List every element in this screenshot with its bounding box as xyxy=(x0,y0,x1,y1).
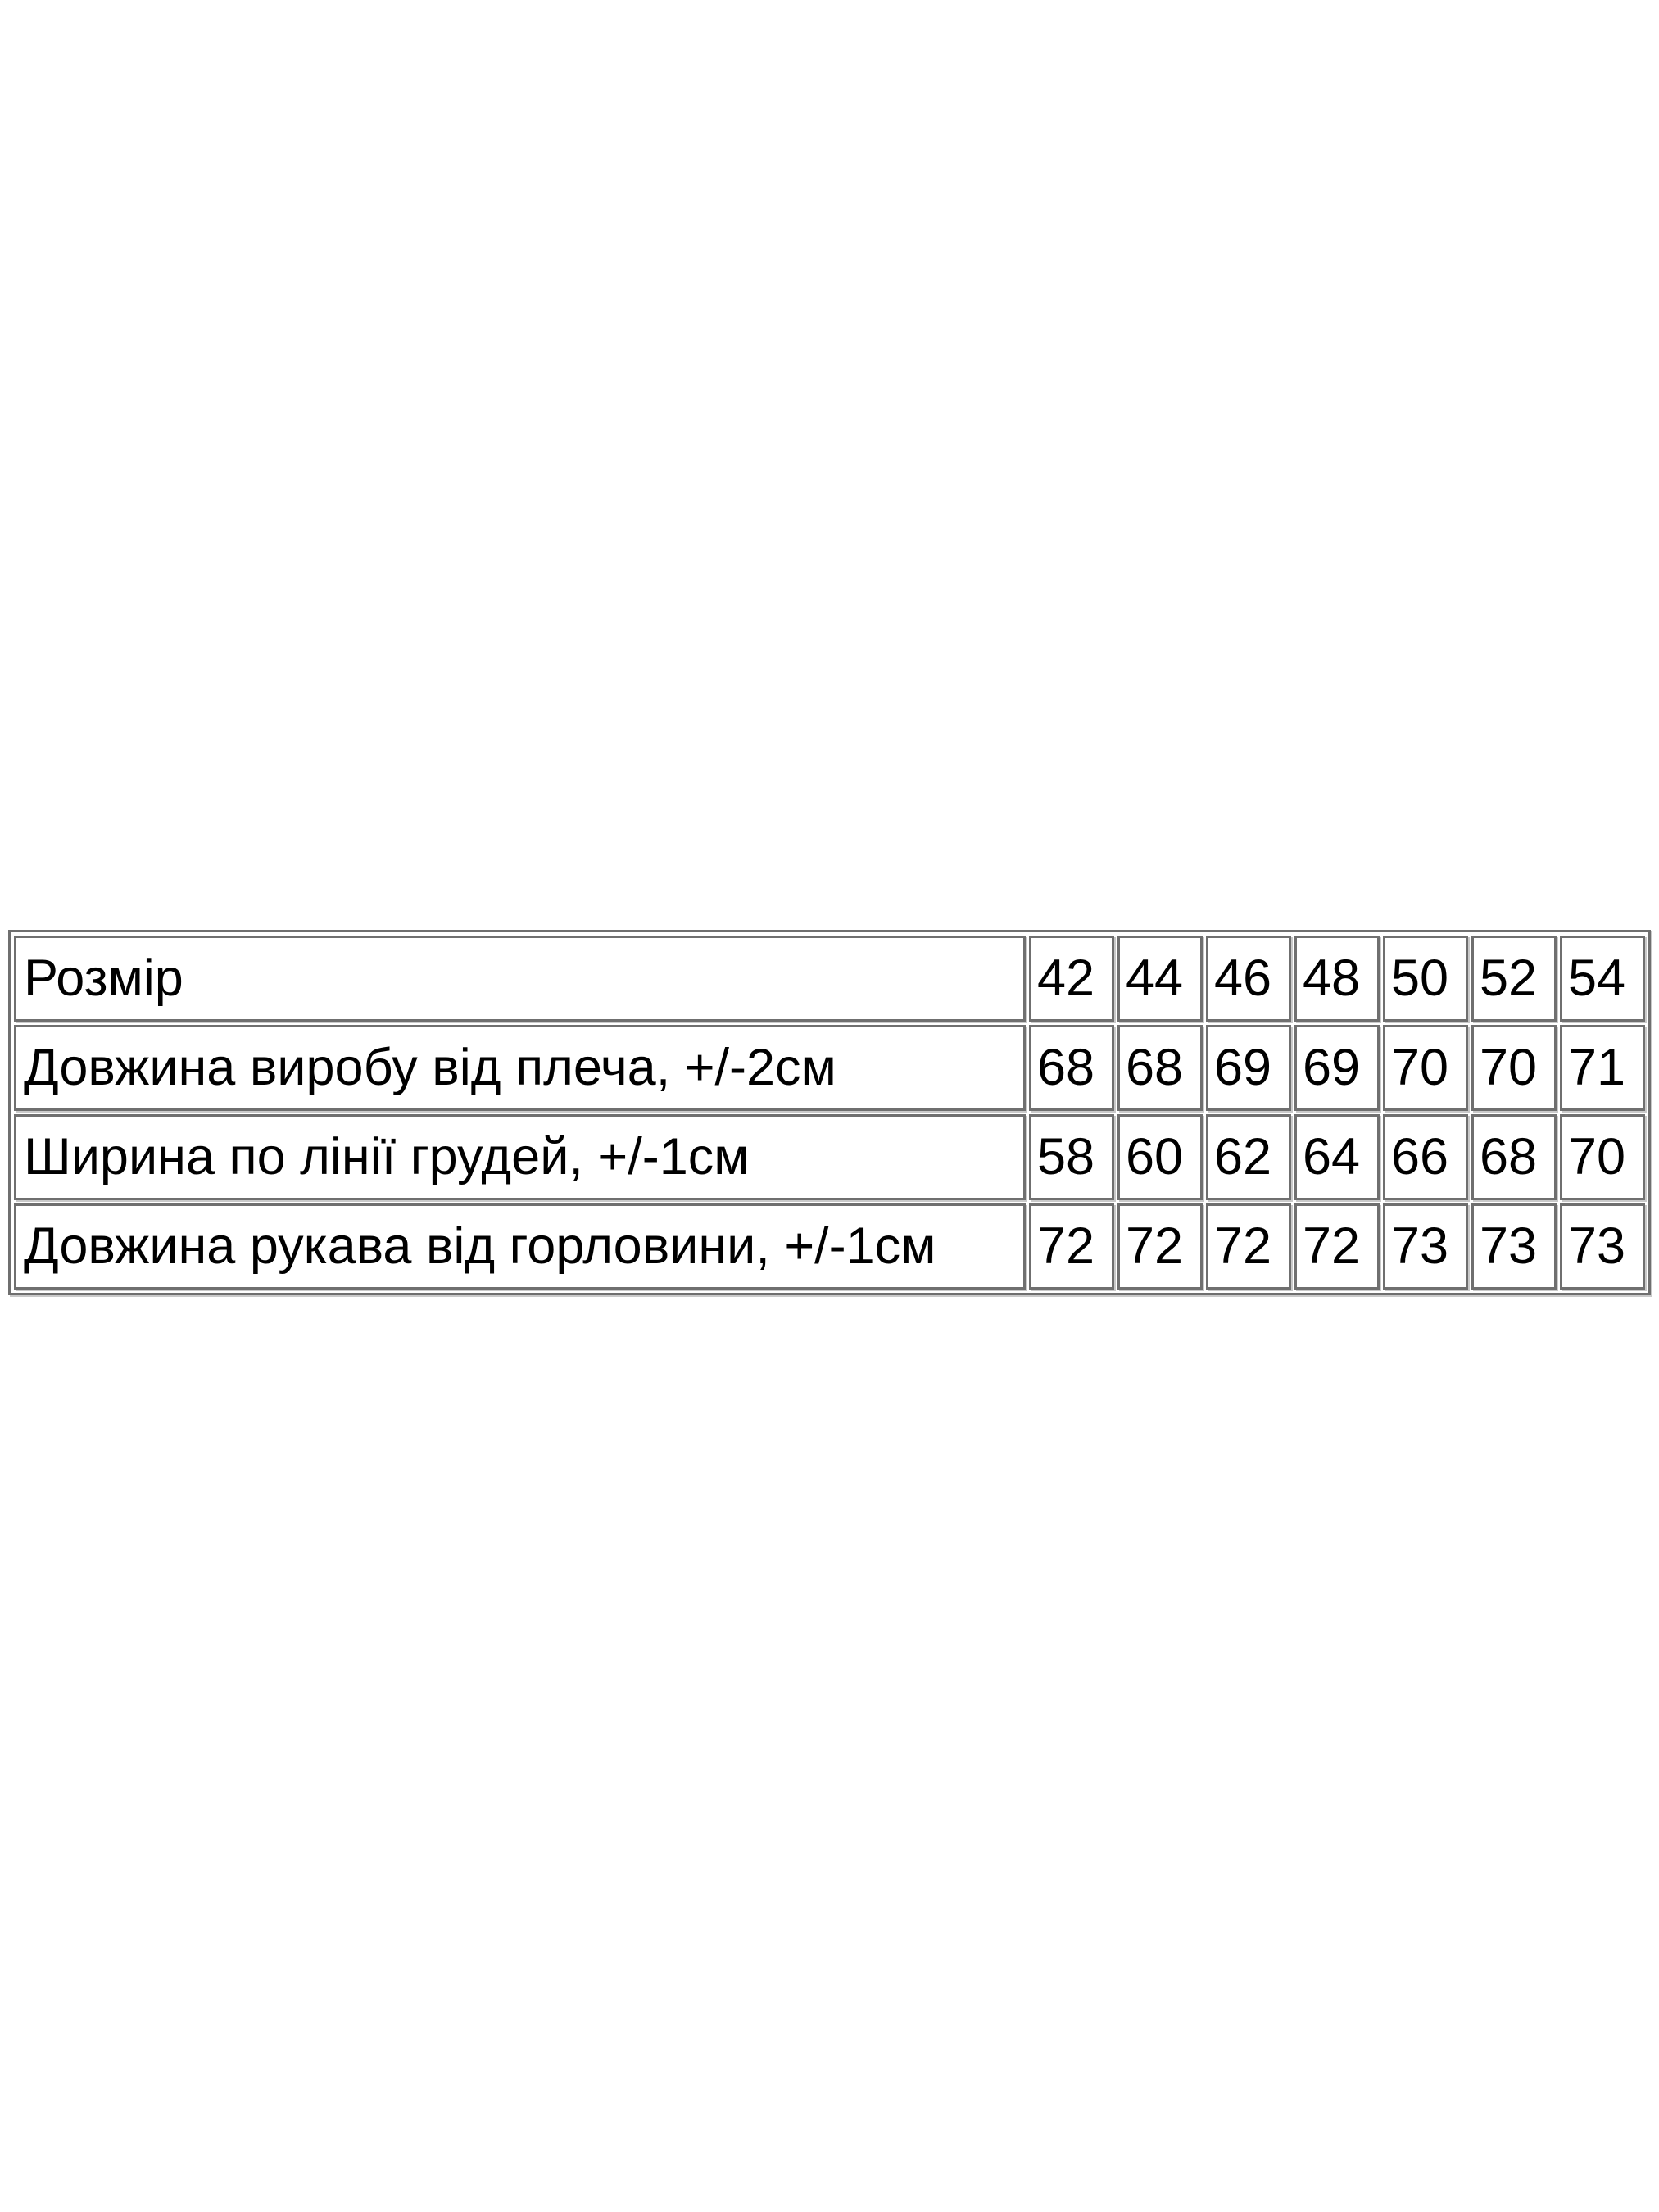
size-value-cell: 44 xyxy=(1117,936,1203,1022)
row-label-cell: Розмір xyxy=(14,936,1026,1022)
size-value-cell: 60 xyxy=(1117,1114,1203,1200)
size-value-cell: 69 xyxy=(1294,1025,1380,1111)
size-value-cell: 50 xyxy=(1383,936,1468,1022)
size-value-cell: 68 xyxy=(1471,1114,1557,1200)
size-value-cell: 52 xyxy=(1471,936,1557,1022)
size-value-cell: 58 xyxy=(1029,1114,1114,1200)
size-value-cell: 48 xyxy=(1294,936,1380,1022)
table-row-length-from-shoulder: Довжина виробу від плеча, +/-2см 68 68 6… xyxy=(14,1025,1645,1111)
size-value-cell: 72 xyxy=(1029,1203,1114,1290)
row-label-cell: Довжина рукава від горловини, +/-1см xyxy=(14,1203,1026,1290)
table-row-chest-width: Ширина по лінії грудей, +/-1см 58 60 62 … xyxy=(14,1114,1645,1200)
size-value-cell: 46 xyxy=(1206,936,1291,1022)
size-value-cell: 70 xyxy=(1383,1025,1468,1111)
size-value-cell: 42 xyxy=(1029,936,1114,1022)
table-row-size: Розмір 42 44 46 48 50 52 54 xyxy=(14,936,1645,1022)
size-value-cell: 66 xyxy=(1383,1114,1468,1200)
size-value-cell: 64 xyxy=(1294,1114,1380,1200)
size-value-cell: 73 xyxy=(1471,1203,1557,1290)
size-value-cell: 68 xyxy=(1117,1025,1203,1111)
size-chart-table: Розмір 42 44 46 48 50 52 54 Довжина виро… xyxy=(8,930,1651,1295)
size-value-cell: 54 xyxy=(1560,936,1645,1022)
size-value-cell: 73 xyxy=(1560,1203,1645,1290)
size-value-cell: 69 xyxy=(1206,1025,1291,1111)
row-label-cell: Довжина виробу від плеча, +/-2см xyxy=(14,1025,1026,1111)
size-value-cell: 62 xyxy=(1206,1114,1291,1200)
size-value-cell: 70 xyxy=(1560,1114,1645,1200)
size-value-cell: 70 xyxy=(1471,1025,1557,1111)
row-label-cell: Ширина по лінії грудей, +/-1см xyxy=(14,1114,1026,1200)
size-value-cell: 72 xyxy=(1206,1203,1291,1290)
size-value-cell: 72 xyxy=(1294,1203,1380,1290)
size-value-cell: 73 xyxy=(1383,1203,1468,1290)
size-value-cell: 71 xyxy=(1560,1025,1645,1111)
size-value-cell: 72 xyxy=(1117,1203,1203,1290)
size-value-cell: 68 xyxy=(1029,1025,1114,1111)
table-row-sleeve-length: Довжина рукава від горловини, +/-1см 72 … xyxy=(14,1203,1645,1290)
